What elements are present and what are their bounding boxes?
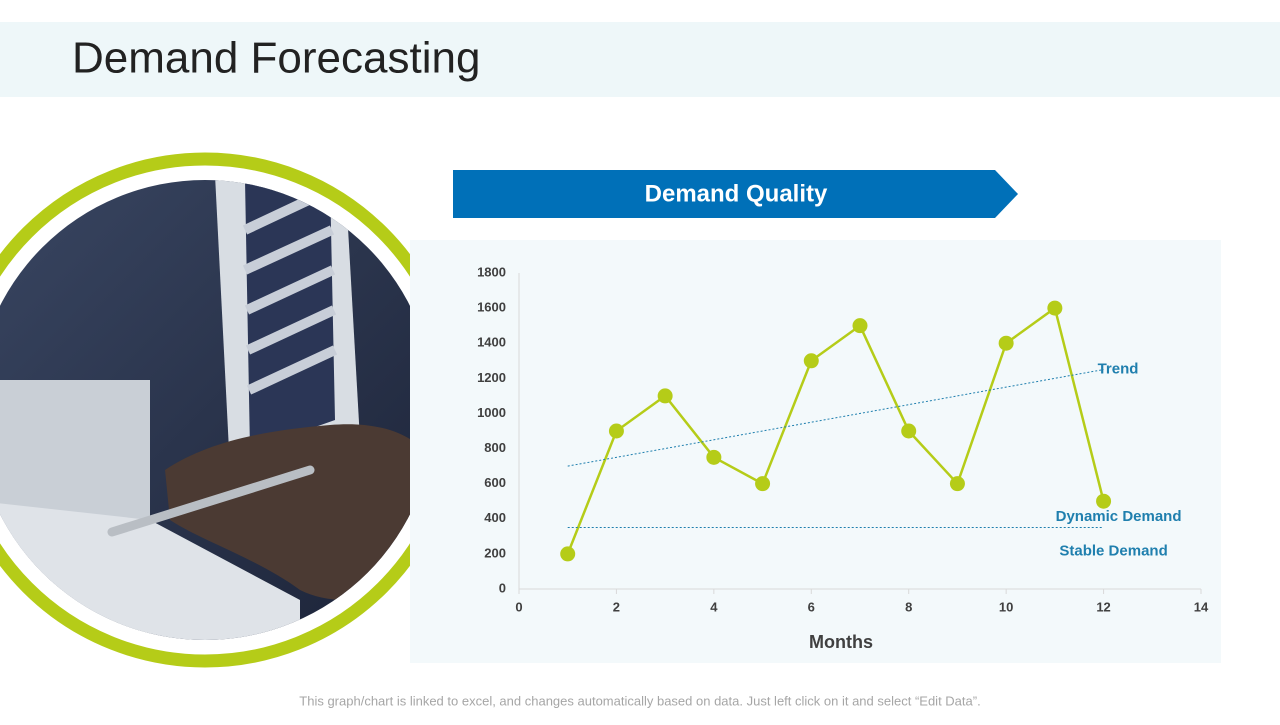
data-point [852,318,868,334]
footer-note: This graph/chart is linked to excel, and… [299,693,980,708]
y-tick-label: 600 [484,475,506,490]
x-tick-label: 8 [905,599,912,614]
data-point [803,353,819,369]
page-title: Demand Forecasting [72,34,480,83]
data-point [949,476,965,492]
x-tick-label: 14 [1194,599,1209,614]
x-tick-label: 2 [613,599,620,614]
x-tick-label: 10 [999,599,1013,614]
data-point [608,423,624,439]
title-bar [0,22,1280,97]
y-tick-label: 1400 [477,335,506,350]
y-tick-label: 1000 [477,405,506,420]
data-point [560,546,576,562]
data-point [755,476,771,492]
x-tick-label: 6 [808,599,815,614]
y-tick-label: 800 [484,440,506,455]
y-tick-label: 0 [499,580,506,595]
data-point [998,335,1014,351]
data-point [1096,493,1112,509]
banner [453,170,1018,218]
photo [0,152,463,668]
x-tick-label: 4 [710,599,718,614]
chart-panel [410,240,1221,663]
y-tick-label: 1800 [477,264,506,279]
chart: 0 200 400 600 800 1000 1200 1400 1600 1800 0 2 4 6 8 10… [477,264,1209,614]
data-point [657,388,673,404]
series-label: Dynamic Demand [1056,508,1182,525]
banner-text: Demand Quality [645,180,828,207]
y-tick-label: 200 [484,545,506,560]
series-label: Trend [1098,361,1139,378]
x-tick-label: 0 [515,599,522,614]
x-tick-label: 12 [1096,599,1110,614]
x-axis-label: Months [809,632,873,652]
series-line [566,306,1105,555]
y-tick-label: 1600 [477,300,506,315]
reference-line [567,369,1104,467]
series-label: Stable Demand [1059,543,1167,560]
data-point [1047,300,1063,316]
y-tick-label: 1200 [477,370,506,385]
data-point [901,423,917,439]
y-tick-label: 400 [484,510,506,525]
data-point [706,449,722,465]
